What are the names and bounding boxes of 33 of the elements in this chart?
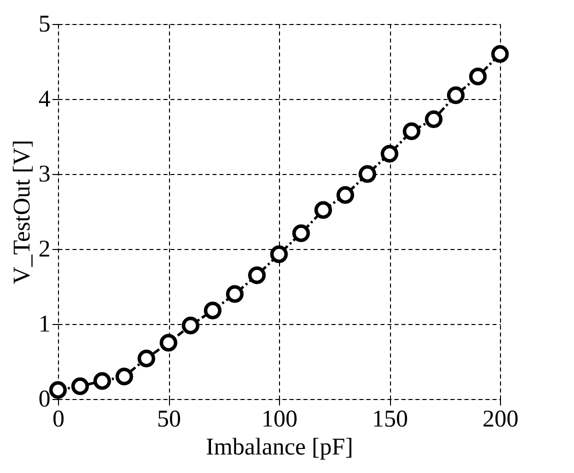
x-tick-label: 50: [157, 406, 181, 432]
point: [424, 110, 443, 128]
y-tick-label: 4: [38, 86, 50, 112]
point: [270, 245, 288, 264]
point: [491, 45, 509, 63]
point: [49, 381, 67, 399]
point: [380, 144, 398, 163]
y-tick-label: 2: [38, 236, 50, 262]
point: [115, 368, 134, 386]
point: [336, 186, 354, 204]
x-tick-label: 150: [372, 406, 408, 432]
point: [292, 224, 310, 242]
point: [160, 334, 178, 352]
point: [314, 201, 332, 219]
y-tick-label: 1: [38, 312, 50, 338]
y-tick-label: 5: [38, 12, 50, 38]
point: [204, 302, 222, 320]
y-axis-title: V_TestOut [V]: [10, 140, 36, 284]
point: [138, 350, 156, 368]
point: [182, 316, 200, 334]
x-axis-title: Imbalance [pF]: [206, 434, 354, 460]
point: [248, 266, 266, 284]
point: [71, 377, 89, 396]
x-tick-label: 200: [482, 406, 518, 432]
point: [358, 165, 376, 183]
y-tick-label: 3: [38, 162, 50, 188]
point: [93, 372, 112, 390]
x-tick-label: 100: [262, 406, 298, 432]
point: [402, 122, 420, 140]
point: [226, 285, 244, 303]
y-tick-label: 0: [38, 386, 50, 412]
point: [446, 86, 465, 104]
point: [469, 68, 487, 86]
